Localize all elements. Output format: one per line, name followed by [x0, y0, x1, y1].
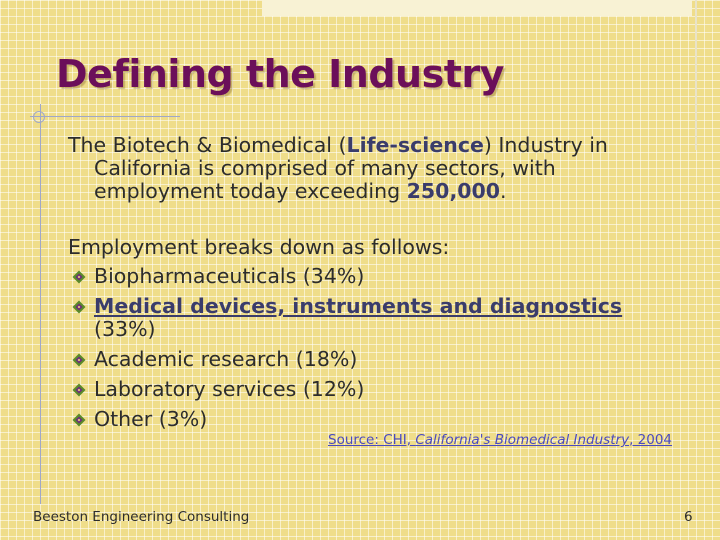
source-year: , 2004 — [629, 432, 673, 448]
bullet-suffix-text: (33%) — [94, 317, 156, 341]
sector-bullet-list: Biopharmaceuticals (34%) Medical devices… — [68, 265, 668, 431]
corner-circle-decor — [33, 111, 45, 123]
diamond-bullet-icon — [72, 353, 86, 367]
right-decor-rule — [695, 0, 697, 150]
list-item: Laboratory services (12%) — [68, 378, 668, 401]
list-item: Other (3%) — [68, 408, 668, 431]
diamond-bullet-icon — [72, 270, 86, 284]
source-prefix: Source: CHI, — [328, 432, 416, 448]
list-item: Biopharmaceuticals (34%) — [68, 265, 668, 288]
title-underline-rule — [30, 116, 180, 117]
slide-title: Defining the Industry — [56, 52, 504, 96]
diamond-bullet-icon — [72, 300, 86, 314]
page-number: 6 — [684, 509, 693, 525]
intro-text-middle: ) Industry in California is comprised of… — [94, 133, 608, 203]
list-item: Medical devices, instruments and diagnos… — [68, 295, 668, 341]
bullet-text: Biopharmaceuticals (34%) — [94, 264, 365, 288]
footer-company: Beeston Engineering Consulting — [33, 509, 250, 525]
intro-paragraph: The Biotech & Biomedical (Life-science) … — [68, 134, 668, 203]
diamond-bullet-icon — [72, 413, 86, 427]
left-vertical-rule — [40, 104, 41, 504]
employment-number: 250,000 — [406, 179, 501, 203]
diamond-bullet-icon — [72, 383, 86, 397]
medical-devices-link[interactable]: Medical devices, instruments and diagnos… — [94, 294, 623, 318]
intro-text-end: . — [500, 179, 507, 203]
source-title: California's Biomedical Industry — [415, 432, 630, 448]
bullet-text: Laboratory services (12%) — [94, 377, 365, 401]
life-science-term: Life-science — [346, 133, 484, 157]
slide-body: The Biotech & Biomedical (Life-science) … — [68, 134, 668, 431]
top-decor-panel — [262, 0, 692, 16]
bullet-text: Other (3%) — [94, 407, 208, 431]
breakdown-heading: Employment breaks down as follows: — [68, 235, 450, 259]
intro-text-start: The Biotech & Biomedical ( — [68, 133, 347, 157]
source-citation-link[interactable]: Source: CHI, California's Biomedical Ind… — [328, 432, 672, 448]
list-item: Academic research (18%) — [68, 348, 668, 371]
bullet-text: Academic research (18%) — [94, 347, 358, 371]
